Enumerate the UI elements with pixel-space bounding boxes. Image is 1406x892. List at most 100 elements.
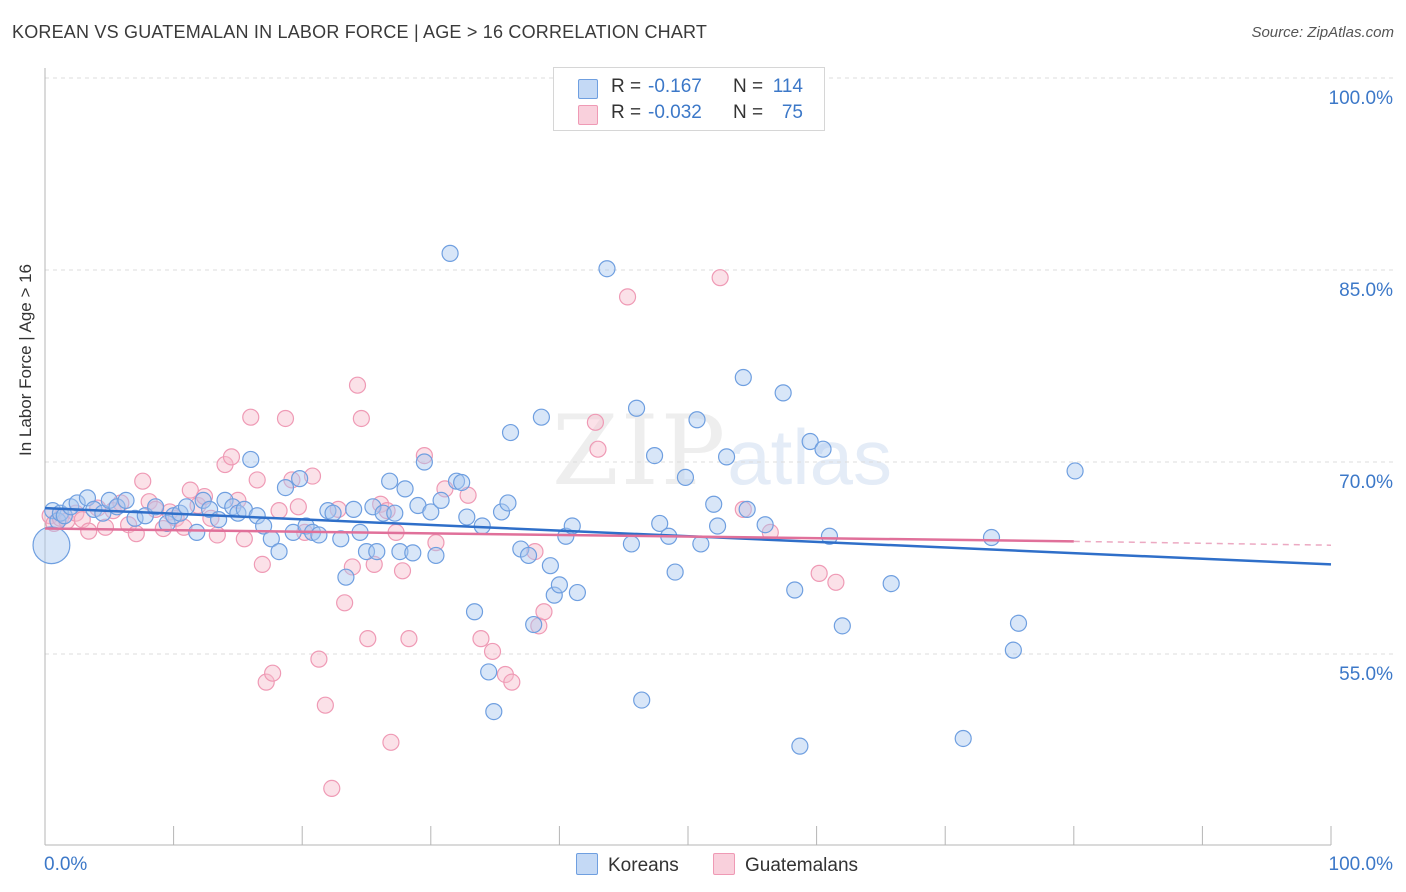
korean-point (627, 399, 646, 417)
korean-point (645, 447, 664, 465)
korean-point (297, 517, 315, 535)
guatemalan-point (352, 409, 370, 428)
y-axis-label: In Labor Force | Age > 16 (16, 263, 35, 456)
bottom-legend-swatch-koreans (576, 853, 598, 875)
korean-point (676, 468, 695, 486)
bottom-legend-koreans: Koreans (576, 853, 679, 877)
guatemalan-point (257, 673, 275, 691)
guatemalan-point (393, 562, 412, 580)
x-tick-label-min: 0.0% (44, 854, 87, 875)
korean-point (1009, 614, 1028, 632)
korean-point (270, 542, 288, 561)
guatemalan-point (235, 530, 253, 548)
guatemalan-point (618, 288, 637, 306)
korean-point (756, 516, 774, 534)
guatemalan-trend-extension (1073, 540, 1332, 546)
korean-point (820, 527, 839, 545)
guatemalan-point (253, 555, 271, 574)
korean-point (882, 574, 900, 593)
legend-r-label: R = (611, 102, 642, 123)
korean-point (386, 504, 404, 522)
korean-point (381, 472, 399, 490)
korean-point (391, 542, 409, 561)
guatemalan-point (96, 518, 115, 536)
korean-point (210, 510, 228, 529)
korean-point (465, 603, 484, 621)
guatemalan-point (365, 555, 383, 574)
korean-point (734, 368, 752, 387)
korean-point (1004, 641, 1022, 659)
x-tick-label-max: 100.0% (1329, 854, 1394, 875)
korean-point (485, 702, 503, 721)
bottom-legend-swatch-guatemalans (713, 853, 735, 875)
korean-point (337, 568, 355, 586)
guatemalan-point (316, 696, 334, 714)
korean-point (453, 473, 471, 492)
guatemalan-point (323, 779, 341, 798)
y-tick-label: 100.0% (1329, 88, 1394, 109)
guatemalan-point (827, 573, 845, 591)
korean-point (248, 507, 266, 525)
korean-point (146, 498, 165, 516)
bottom-legend-label-guatemalans: Guatemalans (745, 855, 859, 876)
korean-point (117, 491, 135, 509)
guatemalan-point (276, 409, 295, 428)
korean-point (717, 448, 736, 466)
korean-point (492, 503, 511, 521)
korean-point (194, 491, 212, 509)
korean-point (432, 491, 450, 509)
guatemalan-point (310, 650, 328, 668)
guatemalan-point (734, 500, 752, 518)
guatemalan-point (535, 603, 553, 621)
guatemalan-point (264, 664, 282, 682)
korean-point (480, 663, 498, 681)
guatemalan-point (810, 564, 828, 582)
korean-point (982, 528, 1001, 547)
korean-point (396, 480, 414, 498)
korean-point (814, 440, 832, 458)
korean-point (532, 408, 550, 426)
guatemalan-point (80, 522, 98, 540)
korean-point (501, 423, 520, 442)
guatemalan-point (242, 408, 260, 426)
korean-point (525, 615, 543, 634)
guatemalan-point (134, 472, 152, 490)
korean-point (833, 617, 851, 635)
korean-point (324, 504, 342, 522)
korean-point (364, 498, 382, 516)
korean-point (519, 546, 538, 565)
guatemalan-point (270, 502, 288, 520)
guatemalan-point (222, 448, 241, 466)
bottom-legend-label-koreans: Koreans (608, 855, 679, 876)
korean-point (801, 432, 819, 451)
korean-point (422, 503, 440, 521)
legend-n-label: N = (733, 102, 764, 123)
korean-point (499, 494, 517, 512)
korean-point (276, 479, 295, 497)
legend-swatch-guatemalans (578, 105, 598, 125)
korean-point (651, 514, 669, 533)
korean-point (458, 508, 476, 526)
guatemalan-point (415, 447, 433, 465)
korean-point (404, 544, 422, 562)
korean-point (545, 586, 563, 604)
korean-point (345, 500, 363, 518)
korean-point (332, 530, 350, 548)
korean-point (415, 453, 433, 471)
korean-point (705, 495, 723, 513)
korean-point (688, 411, 706, 429)
guatemalan-point (248, 471, 266, 489)
guatemalan-point (303, 467, 322, 485)
guatemalan-point (472, 630, 490, 648)
guatemalan-point (289, 498, 307, 516)
korean-point (427, 546, 445, 565)
guatemalan-point (336, 594, 354, 612)
guatemalan-point (382, 733, 400, 751)
korean-point (441, 244, 459, 262)
bottom-legend-guatemalans: Guatemalans (713, 853, 858, 877)
korean-point (177, 498, 196, 516)
korean-point (1066, 462, 1084, 480)
guatemalan-point (483, 642, 502, 661)
korean-point (242, 450, 260, 469)
korean-point (786, 581, 804, 599)
